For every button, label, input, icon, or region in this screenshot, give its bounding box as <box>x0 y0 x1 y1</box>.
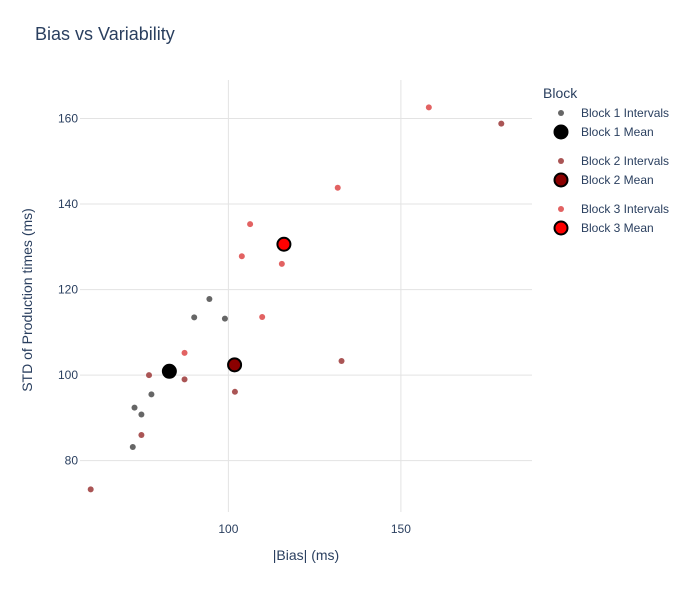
y-tick-label: 80 <box>65 454 79 468</box>
y-tick-label: 100 <box>58 368 78 382</box>
x-axis-label: |Bias| (ms) <box>273 547 339 563</box>
legend-title: Block <box>543 85 578 101</box>
axis-ticks: 100 150 80 100 120 140 160 <box>58 111 411 536</box>
legend-item: Block 2 Intervals <box>558 154 669 168</box>
legend-item: Block 3 Mean <box>553 220 654 236</box>
mean-marker <box>161 363 177 379</box>
y-tick-label: 160 <box>58 111 78 125</box>
data-point <box>87 486 94 493</box>
data-point <box>138 411 145 418</box>
legend-label: Block 2 Mean <box>581 173 654 187</box>
data-point <box>181 376 188 383</box>
data-point <box>206 295 213 302</box>
chart-title: Bias vs Variability <box>35 24 175 44</box>
x-tick-label: 150 <box>391 522 411 536</box>
legend-label: Block 3 Intervals <box>581 202 669 216</box>
x-tick-label: 100 <box>218 522 238 536</box>
legend-marker <box>558 158 564 164</box>
data-point <box>498 120 505 127</box>
data-point <box>278 260 285 267</box>
legend-label: Block 2 Intervals <box>581 154 669 168</box>
data-point <box>181 349 188 356</box>
legend-label: Block 1 Mean <box>581 125 654 139</box>
data-point <box>131 404 138 411</box>
data-point <box>138 432 145 439</box>
y-tick-label: 120 <box>58 283 78 297</box>
data-point <box>221 315 228 322</box>
legend-label: Block 1 Intervals <box>581 106 669 120</box>
legend-marker <box>558 206 564 212</box>
legend-item: Block 1 Intervals <box>558 106 669 120</box>
data-point <box>334 184 341 191</box>
data-point <box>338 358 345 365</box>
y-axis-label: STD of Production times (ms) <box>19 208 35 392</box>
mean-marker <box>276 236 292 252</box>
data-point <box>191 314 198 321</box>
data-point <box>148 391 155 398</box>
data-points <box>87 104 505 493</box>
legend-label: Block 3 Mean <box>581 221 654 235</box>
data-point <box>146 372 153 379</box>
legend-marker <box>558 110 564 116</box>
data-point <box>259 313 266 320</box>
y-tick-label: 140 <box>58 197 78 211</box>
grid <box>80 80 532 512</box>
legend-items: Block 1 Intervals Block 1 Mean Block 2 Int… <box>553 106 669 236</box>
legend-marker <box>553 172 569 188</box>
data-point <box>247 221 254 228</box>
mean-marker <box>227 357 243 373</box>
data-point <box>425 104 432 111</box>
legend-item: Block 1 Mean <box>553 124 654 140</box>
data-point <box>231 388 238 395</box>
legend-marker <box>553 124 569 140</box>
legend-marker <box>553 220 569 236</box>
legend-item: Block 3 Intervals <box>558 202 669 216</box>
legend-item: Block 2 Mean <box>553 172 654 188</box>
data-point <box>238 253 245 260</box>
data-point <box>129 443 136 450</box>
